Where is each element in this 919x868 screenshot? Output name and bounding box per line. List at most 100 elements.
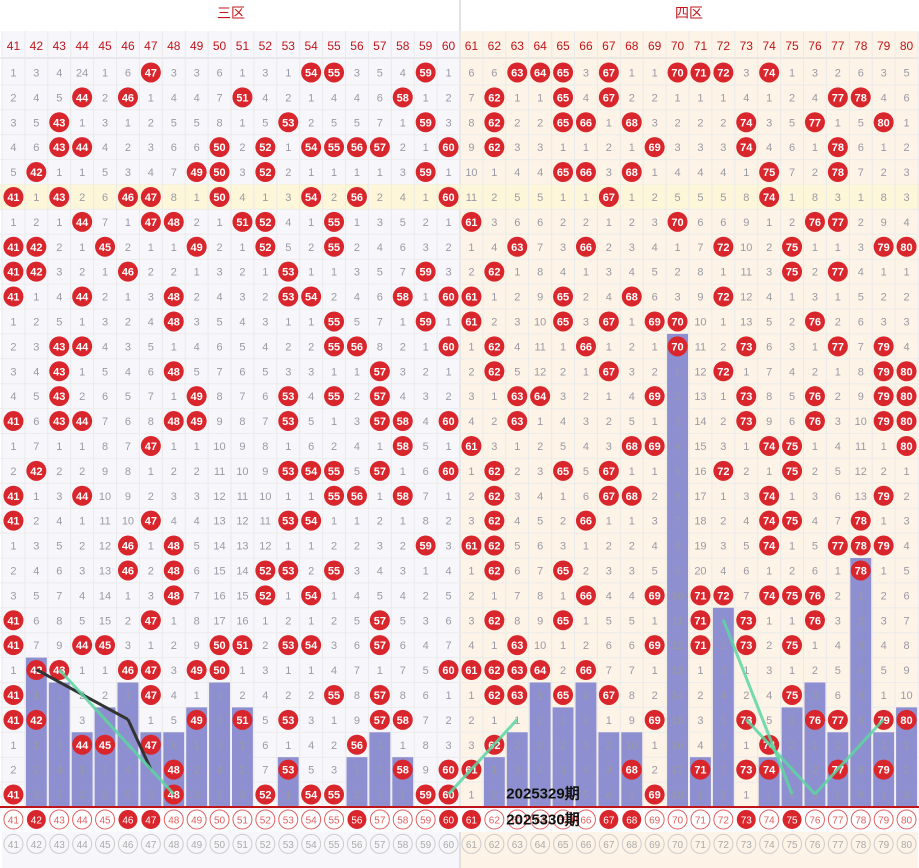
hit-number: 53: [282, 715, 294, 727]
omission-value: 1: [285, 590, 291, 602]
hit-ball: [896, 386, 917, 407]
omission-value: 19: [694, 541, 706, 553]
omission-value: 4: [766, 142, 772, 154]
omission-value: 1: [468, 690, 474, 702]
omission-value: 6: [308, 441, 314, 453]
omission-value: 8: [720, 790, 726, 802]
omission-value: 4: [835, 441, 841, 453]
hit-ball: [301, 635, 322, 656]
omission-value: 1: [903, 267, 909, 279]
omission-value: 1: [674, 242, 680, 254]
hit-ball: [530, 386, 551, 407]
reference-ball-50: [209, 833, 230, 854]
hit-number: 53: [282, 117, 294, 129]
reference-number: 63: [512, 840, 524, 851]
current-number: 71: [695, 815, 707, 826]
omission-value: 8: [537, 267, 543, 279]
omission-value: 2: [881, 590, 887, 602]
hit-ball: [26, 460, 47, 481]
hit-number: 44: [76, 142, 89, 154]
hit-number: 58: [397, 416, 409, 428]
omission-value: 8: [354, 690, 360, 702]
omission-value: 2: [652, 192, 658, 204]
hit-ball: [484, 535, 505, 556]
omission-value: 2: [239, 765, 245, 777]
hit-number: 64: [534, 67, 547, 79]
hit-ball: [301, 186, 322, 207]
omission-value: 1: [400, 466, 406, 478]
hit-number: 41: [7, 242, 19, 254]
hit-ball: [507, 236, 528, 257]
omission-value: 5: [743, 541, 749, 553]
current-number: 44: [77, 815, 89, 826]
omission-value: 3: [148, 590, 154, 602]
omission-value: 2: [331, 192, 337, 204]
omission-value: 2: [445, 92, 451, 104]
hit-number: 77: [809, 117, 821, 129]
omission-value: 1: [125, 590, 131, 602]
omission-value: 2: [171, 466, 177, 478]
hit-number: 50: [213, 665, 225, 677]
omission-value: 10: [534, 316, 546, 328]
omission-value: 4: [354, 441, 360, 453]
omission-value: 4: [881, 92, 887, 104]
hit-ball: [850, 560, 871, 581]
omission-value: 4: [674, 167, 680, 179]
hit-number: 78: [855, 565, 867, 577]
hit-ball: [163, 411, 184, 432]
reference-ball-41: [3, 833, 24, 854]
current-ball-59: [415, 809, 436, 830]
current-number: 70: [672, 815, 684, 826]
hit-ball: [759, 585, 780, 606]
hit-ball: [598, 485, 619, 506]
hit-ball: [140, 610, 161, 631]
omission-value: 3: [743, 491, 749, 503]
hit-ball: [72, 336, 93, 357]
omission-value: 4: [881, 640, 887, 652]
col-header-52: 52: [259, 39, 273, 53]
omission-value: 6: [789, 416, 795, 428]
omission-value: 1: [445, 217, 451, 229]
current-ball-51: [232, 809, 253, 830]
hit-ball: [759, 186, 780, 207]
omission-value: 3: [674, 292, 680, 304]
omission-value: 11: [260, 516, 271, 528]
omission-value: 1: [606, 391, 612, 403]
omission-value: 4: [400, 67, 406, 79]
hit-number: 54: [305, 67, 318, 79]
omission-value: 2: [583, 391, 589, 403]
hit-number: 73: [740, 640, 752, 652]
hit-ball: [644, 635, 665, 656]
trend-line: [58, 668, 175, 796]
omission-value: 1: [583, 142, 589, 154]
omission-value: 1: [400, 316, 406, 328]
omission-value: 1: [491, 391, 497, 403]
hit-number: 50: [213, 167, 225, 179]
omission-value: 5: [285, 242, 291, 254]
current-number: 50: [214, 815, 226, 826]
hit-ball: [759, 162, 780, 183]
hit-number: 74: [740, 142, 753, 154]
hit-number: 76: [809, 590, 821, 602]
hit-ball: [72, 734, 93, 755]
hit-ball: [3, 261, 24, 282]
omission-value: 3: [79, 715, 85, 727]
omission-value: 3: [812, 491, 818, 503]
current-ball-64: [530, 809, 551, 830]
hit-number: 42: [30, 466, 42, 478]
omission-value: 1: [881, 142, 887, 154]
omission-value: 4: [125, 765, 131, 777]
omission-value: 16: [213, 590, 225, 602]
current-number: 59: [420, 815, 432, 826]
omission-value: 4: [194, 341, 200, 353]
current-number: 67: [603, 815, 615, 826]
hit-number: 75: [786, 690, 798, 702]
hit-ball: [827, 535, 848, 556]
hit-ball: [553, 311, 574, 332]
hit-number: 75: [786, 516, 798, 528]
omission-value: 1: [652, 466, 658, 478]
reference-ball-55: [324, 833, 345, 854]
omission-value: 3: [194, 790, 200, 802]
omission-value: 2: [491, 192, 497, 204]
hit-number: 72: [717, 67, 729, 79]
